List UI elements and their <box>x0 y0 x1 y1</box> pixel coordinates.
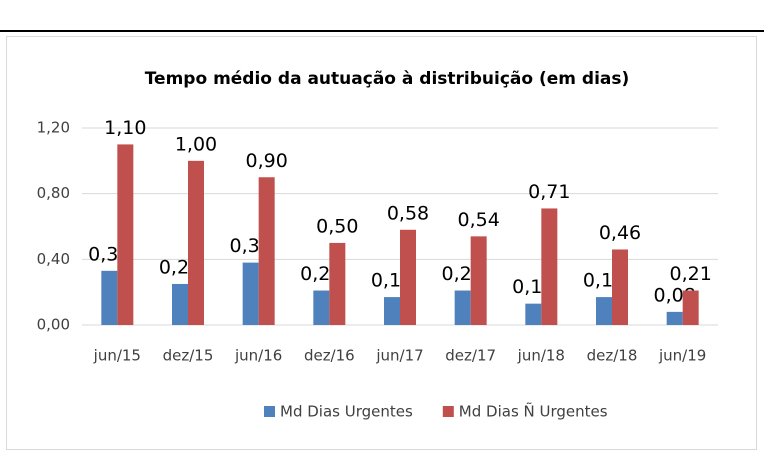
bar <box>188 160 204 325</box>
legend-label: Md Dias Urgentes <box>280 403 413 421</box>
value-label: 0,46 <box>599 222 641 244</box>
value-label: 0,90 <box>246 150 288 172</box>
bar <box>666 311 683 325</box>
legend-swatch <box>264 406 275 417</box>
chart-title: Tempo médio da autuação à distribuição (… <box>145 69 630 89</box>
y-tick-label: 0,00 <box>37 316 70 334</box>
y-tick-label: 0,80 <box>37 184 70 202</box>
legend-label: Md Dias Ñ Urgentes <box>459 402 608 421</box>
bar <box>682 290 699 325</box>
bar <box>612 249 628 325</box>
x-tick-label: dez/17 <box>445 347 496 365</box>
legend-swatch <box>442 406 454 417</box>
x-tick-label: jun/18 <box>517 347 565 365</box>
y-tick-label: 1,20 <box>37 119 70 137</box>
bar <box>384 297 400 325</box>
value-label: 0,21 <box>670 263 712 285</box>
bar <box>454 290 471 325</box>
bar <box>313 290 330 325</box>
chart-frame <box>6 36 757 450</box>
x-tick-label: jun/15 <box>93 347 141 365</box>
x-tick-label: dez/18 <box>587 347 638 365</box>
x-tick-label: jun/19 <box>658 347 706 365</box>
bar <box>242 262 259 325</box>
x-tick-label: dez/15 <box>163 347 214 365</box>
x-tick-label: jun/16 <box>234 347 282 365</box>
value-label: 0,58 <box>387 202 429 224</box>
bar <box>400 229 416 325</box>
value-label: 1,00 <box>175 133 217 155</box>
bar <box>470 236 487 325</box>
bar <box>101 270 118 325</box>
bar <box>117 144 134 325</box>
x-tick-label: jun/17 <box>375 347 423 365</box>
value-label: 0,71 <box>528 181 570 203</box>
value-label: 0,54 <box>458 209 500 231</box>
bar <box>541 208 558 325</box>
bar <box>596 297 612 325</box>
x-tick-label: dez/16 <box>304 347 355 365</box>
bar <box>258 177 275 325</box>
bar <box>172 283 188 325</box>
value-label: 1,10 <box>104 117 146 139</box>
value-label: 0,50 <box>316 215 358 237</box>
bar <box>525 303 542 325</box>
y-tick-label: 0,40 <box>37 250 70 268</box>
bar <box>329 242 346 325</box>
